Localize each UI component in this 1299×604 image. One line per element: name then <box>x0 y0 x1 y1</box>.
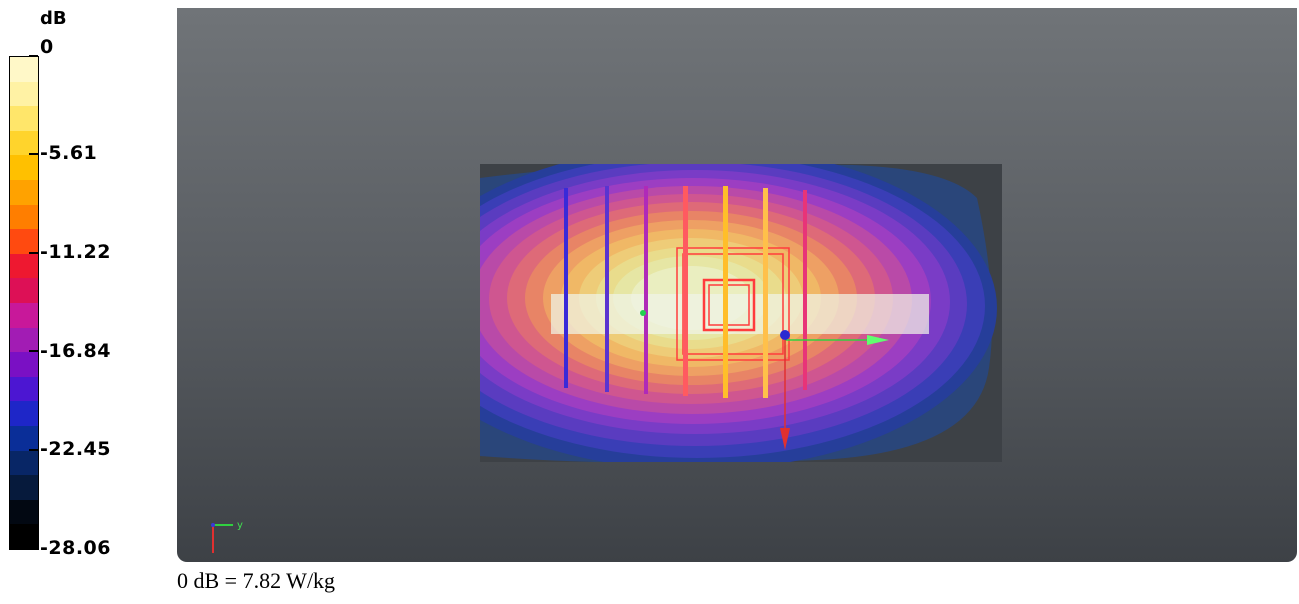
color-band <box>10 499 38 526</box>
sar-field-scene: y <box>211 164 1002 553</box>
color-band <box>10 426 38 452</box>
tick-label-4: -22.45 <box>40 438 111 460</box>
color-band <box>10 278 38 304</box>
legend-unit-label: dB <box>40 8 67 29</box>
color-band <box>10 376 38 403</box>
color-band <box>10 130 38 157</box>
tick-mark-4 <box>29 449 38 451</box>
scan-slice <box>723 186 728 398</box>
scan-slice <box>644 186 648 394</box>
color-band <box>10 155 38 181</box>
tick-label-1: -5.61 <box>40 142 98 164</box>
scan-slice <box>683 186 688 396</box>
color-band <box>10 352 38 378</box>
z-axis-arrowhead <box>780 428 790 450</box>
axes-triad: y <box>211 520 243 553</box>
origin-marker <box>780 330 790 340</box>
color-band <box>10 450 38 477</box>
color-band <box>10 475 38 501</box>
normalization-caption: 0 dB = 7.82 W/kg <box>177 568 336 593</box>
tick-mark-2 <box>29 252 38 254</box>
scan-slice <box>763 188 768 398</box>
triad-y-label: y <box>237 520 243 531</box>
color-band <box>10 229 38 255</box>
color-band <box>10 57 38 83</box>
tick-mark-5 <box>29 547 38 549</box>
color-band <box>10 327 38 354</box>
scan-slice <box>605 186 609 392</box>
color-bar <box>9 56 39 550</box>
color-scale-legend: dB 0 -5.61 -11.22 -16.84 -22.45 -28.06 <box>0 0 170 570</box>
y-axis-arrowhead <box>867 335 889 345</box>
tick-label-2: -11.22 <box>40 241 111 263</box>
reference-marker <box>640 310 646 316</box>
scan-slice <box>564 188 568 388</box>
color-band <box>10 106 38 132</box>
coordinate-system <box>780 330 889 450</box>
tick-mark-0 <box>29 55 38 57</box>
tick-mark-3 <box>29 350 38 352</box>
color-band <box>10 253 38 280</box>
tick-label-3: -16.84 <box>40 340 111 362</box>
color-band <box>10 303 38 329</box>
color-band <box>10 524 38 549</box>
device-body <box>551 294 929 334</box>
tick-mark-1 <box>29 153 38 155</box>
color-band <box>10 204 38 231</box>
tick-label-0: 0 <box>40 36 54 58</box>
scan-slice <box>803 190 807 390</box>
color-band <box>10 401 38 427</box>
color-band <box>10 180 38 206</box>
tick-label-5: -28.06 <box>40 537 111 559</box>
color-band <box>10 81 38 108</box>
3d-viewport[interactable]: y <box>177 8 1297 562</box>
scan-slices <box>564 186 807 398</box>
